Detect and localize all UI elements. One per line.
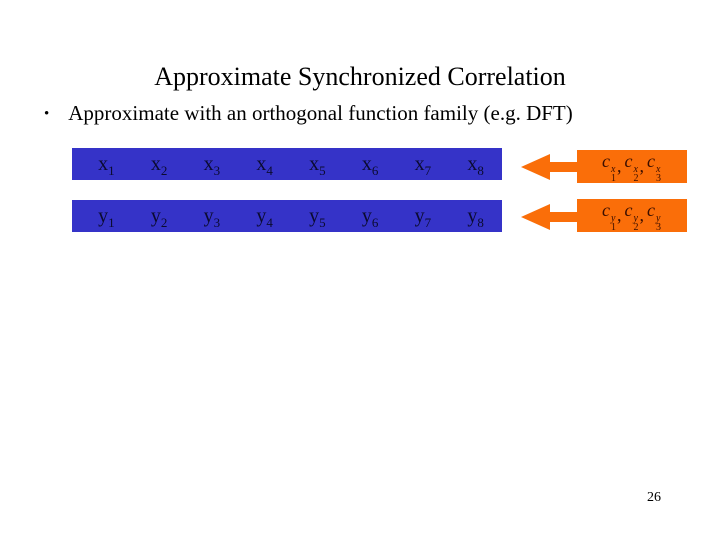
page-number: 26 [647,490,661,505]
bar-label: x4 [256,153,273,178]
bar-label: x3 [203,153,221,178]
bar-label: y5 [309,205,326,230]
bar-label: x7 [414,153,432,178]
bar-label: x6 [361,153,379,178]
x-series-bar: x1 x2 x3 x4 x5 x6 x7 x8 [72,148,502,180]
bar-label: y3 [203,205,221,230]
bar-label: y2 [150,205,168,230]
y-series-bar: y1 y2 y3 y4 y5 y6 y7 y8 [72,200,502,232]
bar-label: y4 [256,205,273,230]
bullet-icon: • [44,106,50,122]
bar-label: y8 [467,205,484,230]
comma: , [617,156,622,176]
bar-label: y1 [98,205,115,230]
bullet-text: Approximate with an orthogonal function … [68,101,573,125]
comma: , [639,205,645,225]
bullet-line: • Approximate with an orthogonal functio… [44,101,684,126]
bar-label: y7 [414,205,432,230]
left-arrow-icon [521,204,578,230]
bar-label: x2 [150,153,168,178]
bar-label: y6 [361,205,379,230]
slide-title: Approximate Synchronized Correlation [154,62,566,91]
left-arrow-icon [521,154,578,180]
bar-label: x8 [467,153,484,178]
comma: , [639,156,645,176]
bar-label: x5 [309,153,326,178]
comma: , [617,205,622,225]
bar-label: x1 [98,153,115,178]
